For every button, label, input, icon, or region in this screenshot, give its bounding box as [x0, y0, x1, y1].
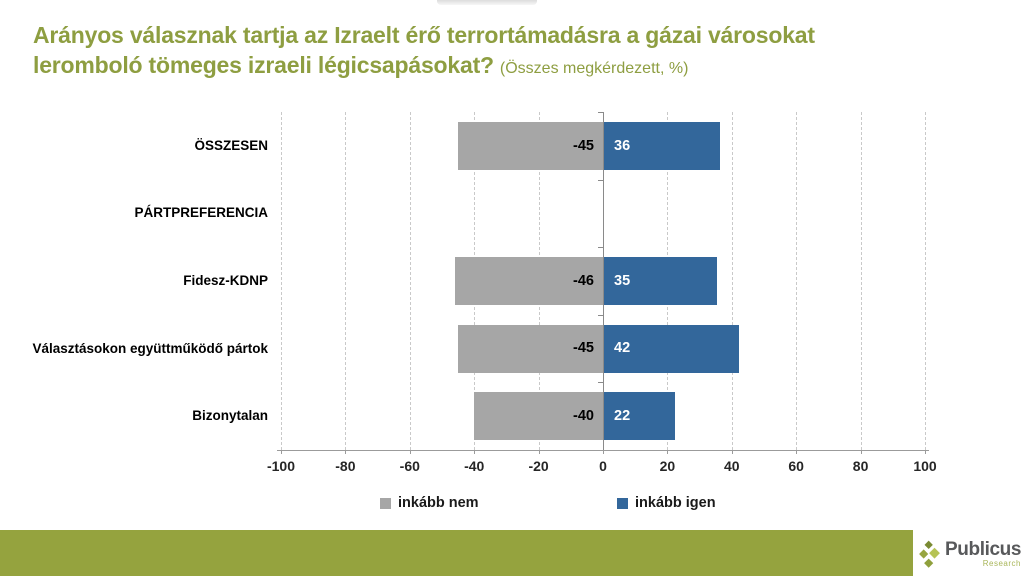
legend-item: inkább igen: [617, 495, 716, 511]
bar-positive: 42: [604, 324, 740, 373]
legend-swatch: [380, 497, 391, 509]
publicus-diamonds-icon: [919, 540, 940, 568]
category-axis-tick: [598, 247, 603, 249]
top-edge-artifact: [437, 0, 537, 5]
x-axis-tick: [925, 450, 926, 454]
chart-title: Arányos válasznak tartja az Izraelt érő …: [33, 20, 1003, 81]
bar-negative: -46: [454, 257, 603, 305]
bar-value-label: -45: [573, 137, 594, 154]
x-axis-tick-label: 20: [659, 458, 676, 474]
legend-label: inkább igen: [635, 495, 716, 511]
brand-name: Publicus: [945, 539, 1021, 560]
chart-title-line2-text: leromboló tömeges izraeli légicsapásokat…: [33, 52, 494, 79]
category-axis-tick: [598, 382, 603, 384]
x-axis-tick: [667, 450, 669, 454]
x-axis-tick: [860, 450, 862, 454]
zero-baseline: [603, 112, 604, 454]
chart-title-line2: leromboló tömeges izraeli légicsapásokat…: [33, 50, 1003, 80]
bar-positive: 35: [604, 257, 717, 305]
x-axis-tick-label: -100: [266, 458, 296, 474]
publicus-logo: Publicus Research: [917, 534, 1021, 574]
category-label: Bizonytalan: [192, 408, 268, 424]
x-axis-tick: [409, 450, 411, 454]
bar-negative: -45: [458, 121, 603, 170]
bar-positive: 36: [604, 121, 720, 170]
gridline: [796, 112, 798, 450]
category-label: ÖSSZESEN: [194, 137, 268, 153]
x-axis-tick: [538, 450, 540, 454]
category-label: PÁRTPREFERENCIA: [134, 205, 268, 221]
gridline: [281, 112, 282, 450]
bar-value-label: 35: [614, 272, 631, 289]
chart-title-line1: Arányos válasznak tartja az Izraelt érő …: [33, 22, 815, 48]
x-axis-tick-label: -20: [528, 458, 549, 474]
bar-negative: -40: [474, 392, 603, 441]
x-axis-tick-label: -40: [464, 458, 485, 474]
legend-swatch: [617, 497, 628, 509]
legend-item: inkább nem: [380, 495, 479, 511]
gridline: [409, 112, 411, 450]
category-label: Választásokon együttműködő pártok: [32, 340, 268, 356]
brand-subtitle: Research: [982, 559, 1021, 568]
x-axis-tick-label: 100: [913, 458, 937, 474]
footer-accent-bar: [0, 530, 913, 576]
bar-value-label: -45: [573, 340, 594, 357]
category-axis-tick: [598, 179, 603, 181]
category-axis-tick: [598, 314, 603, 316]
bar-negative: -45: [458, 324, 603, 373]
bar-value-label: 36: [614, 137, 631, 154]
x-axis-tick-label: -60: [399, 458, 420, 474]
x-axis-tick-label: -80: [335, 458, 356, 474]
bar-value-label: -46: [573, 272, 594, 289]
category-axis-tick: [598, 112, 603, 113]
x-axis-tick: [731, 450, 733, 454]
category-label: Fidesz-KDNP: [183, 273, 268, 288]
x-axis-tick-label: 80: [852, 458, 869, 474]
gridline: [860, 112, 862, 450]
bar-positive: 22: [604, 392, 675, 441]
x-axis-line: [277, 450, 929, 451]
x-axis-tick-label: 40: [724, 458, 740, 474]
x-axis-tick: [603, 450, 604, 454]
x-axis-tick: [474, 450, 476, 454]
gridline: [925, 112, 926, 450]
x-axis-tick-label: 60: [788, 458, 804, 474]
x-axis-tick: [345, 450, 347, 454]
x-axis-tick-label: 0: [599, 458, 607, 474]
gridline: [345, 112, 347, 450]
bar-value-label: -40: [573, 407, 594, 424]
legend-label: inkább nem: [398, 495, 479, 511]
chart-title-suffix: (Összes megkérdezett, %): [499, 60, 689, 78]
bar-value-label: 22: [614, 407, 631, 424]
publicus-logo-text: Publicus Research: [945, 540, 1021, 568]
x-axis-tick: [796, 450, 798, 454]
x-axis-tick: [281, 450, 282, 454]
gridline: [731, 112, 733, 450]
bar-value-label: 42: [614, 340, 631, 357]
